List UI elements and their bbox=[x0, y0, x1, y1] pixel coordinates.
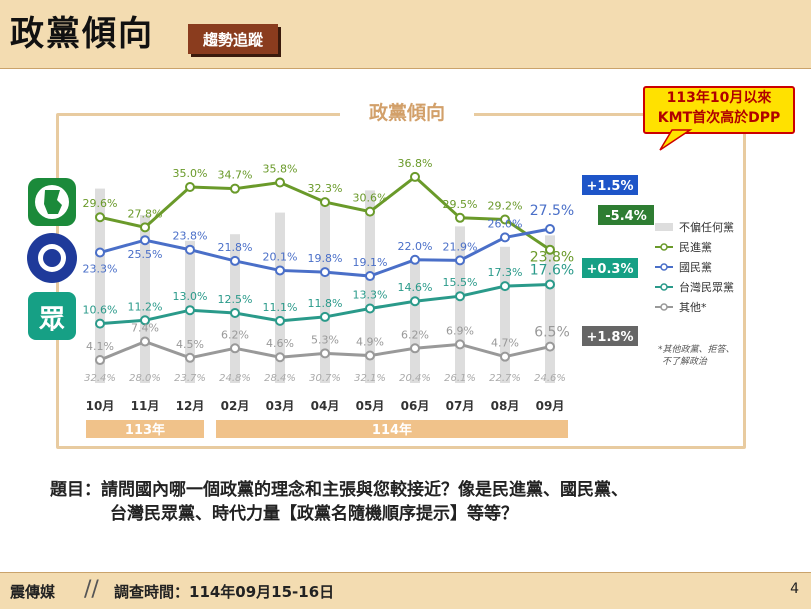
callout-line1: 113年10月以來 bbox=[666, 90, 772, 106]
footer-divider: // bbox=[84, 577, 99, 602]
page-title: 政黨傾向 bbox=[10, 14, 154, 54]
question-text: 題目：請問國內哪一個政黨的理念和主張與您較接近？像是民進黨、國民黨、 台灣民眾黨… bbox=[50, 478, 790, 526]
callout-line2: KMT首次高於DPP bbox=[657, 110, 781, 126]
page-number: 4 bbox=[790, 581, 799, 597]
question-line1: 題目：請問國內哪一個政黨的理念和主張與您較接近？像是民進黨、國民黨、 bbox=[50, 480, 628, 500]
chart-panel bbox=[56, 113, 746, 449]
header-bar: 政黨傾向 趨勢追蹤 bbox=[0, 0, 811, 69]
callout-box: 113年10月以來 KMT首次高於DPP bbox=[643, 86, 795, 134]
question-line2: 台灣民眾黨、時代力量【政黨名隨機順序提示】等等？ bbox=[110, 504, 518, 524]
survey-date: 調查時間：114年09月15-16日 bbox=[114, 583, 335, 601]
chart-title: 政黨傾向 bbox=[340, 100, 474, 126]
footer-brand: 震傳媒 bbox=[10, 583, 56, 601]
footer-bar: 震傳媒 // 調查時間：114年09月15-16日 4 bbox=[0, 572, 811, 609]
trend-badge: 趨勢追蹤 bbox=[188, 24, 278, 54]
